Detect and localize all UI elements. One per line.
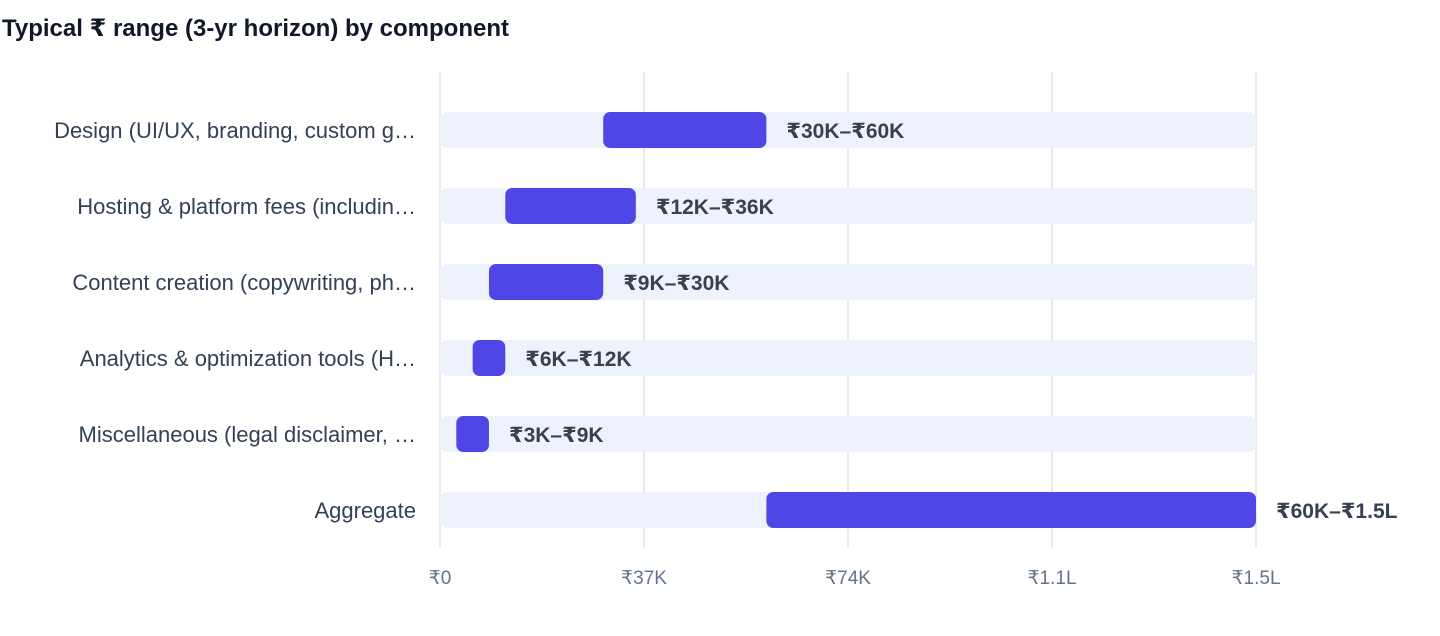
range-value-label: ₹12K–₹36K <box>656 196 774 219</box>
chart-row: Content creation (copywriting, ph… ₹9K–₹3… <box>72 264 1256 300</box>
range-value-label: ₹30K–₹60K <box>786 120 904 143</box>
category-label: Analytics & optimization tools (H… <box>80 346 416 371</box>
rows-layer: Design (UI/UX, branding, custom g… ₹30K–₹… <box>54 112 1398 528</box>
range-track <box>440 416 1256 452</box>
range-track <box>440 188 1256 224</box>
range-track <box>440 264 1256 300</box>
category-label: Hosting & platform fees (includin… <box>77 194 416 219</box>
x-tick-label: ₹37K <box>621 568 667 589</box>
x-tick-label: ₹0 <box>429 568 452 589</box>
range-track <box>440 340 1256 376</box>
chart-row: Miscellaneous (legal disclaimer, … ₹3K–₹9… <box>79 416 1256 452</box>
category-label: Design (UI/UX, branding, custom g… <box>54 118 416 143</box>
x-axis-ticks: ₹0 ₹37K ₹74K ₹1.1L ₹1.5L <box>429 568 1281 589</box>
range-bar <box>766 492 1256 528</box>
category-label: Content creation (copywriting, ph… <box>72 270 416 295</box>
range-bar <box>488 264 604 300</box>
range-bar <box>603 112 767 148</box>
chart-row: Aggregate ₹60K–₹1.5L <box>314 492 1398 528</box>
x-tick-label: ₹1.5L <box>1231 568 1280 589</box>
x-tick-label: ₹74K <box>825 568 871 589</box>
category-label: Miscellaneous (legal disclaimer, … <box>79 422 416 447</box>
range-value-label: ₹9K–₹30K <box>623 272 729 295</box>
range-bar <box>472 340 506 376</box>
chart-row: Design (UI/UX, branding, custom g… ₹30K–₹… <box>54 112 1256 148</box>
grid-layer <box>439 72 1257 548</box>
chart-title: Typical ₹ range (3-yr horizon) by compon… <box>2 15 509 42</box>
category-label: Aggregate <box>314 498 416 523</box>
range-value-label: ₹6K–₹12K <box>525 348 631 371</box>
range-value-label: ₹60K–₹1.5L <box>1276 500 1398 523</box>
chart-row: Hosting & platform fees (includin… ₹12K–₹… <box>77 188 1256 224</box>
range-bar <box>456 416 489 452</box>
chart-row: Analytics & optimization tools (H… ₹6K–₹1… <box>80 340 1256 376</box>
range-bar <box>505 188 636 224</box>
range-value-label: ₹3K–₹9K <box>509 424 604 447</box>
x-tick-label: ₹1.1L <box>1027 568 1076 589</box>
